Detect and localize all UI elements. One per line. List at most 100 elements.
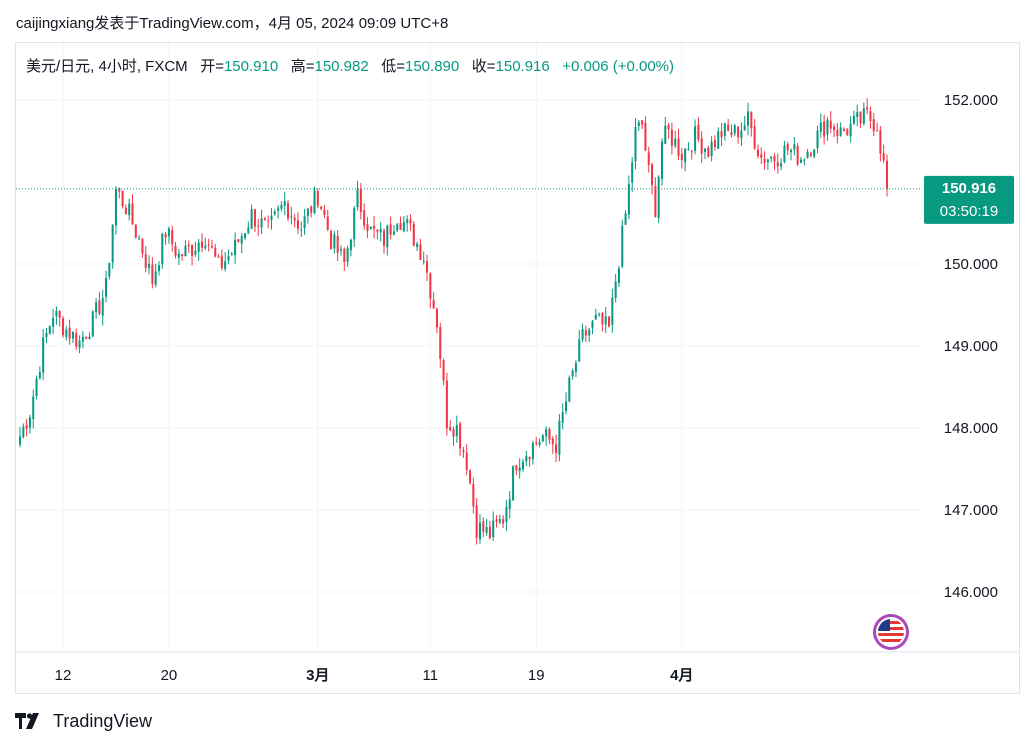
candle-body	[25, 424, 28, 429]
header-timestamp: 4月 05, 2024 09:09 UTC+8	[268, 15, 449, 32]
candle-body	[320, 206, 323, 209]
candle-body	[856, 112, 859, 118]
candle-body	[432, 300, 435, 309]
candle-body	[876, 130, 879, 132]
candle-body	[310, 206, 313, 213]
candle-body	[273, 211, 276, 215]
candle-body	[187, 244, 190, 247]
legend-symbol[interactable]: 美元/日元, 4小时, FXCM	[26, 58, 188, 75]
candle-body	[445, 380, 448, 429]
candle-body	[462, 450, 465, 453]
candle-body	[482, 521, 485, 532]
price-axis: 152.000 150.000 149.000 148.000 147.000 146.0…	[944, 92, 998, 601]
tradingview-logo-icon	[15, 713, 39, 729]
candle-body	[382, 230, 386, 246]
candle-body	[237, 239, 240, 243]
candle-body	[75, 333, 78, 347]
candle-body	[326, 216, 329, 230]
candle-body	[419, 244, 422, 260]
legend-low-value: 150.890	[405, 58, 460, 75]
candle-body	[148, 263, 151, 268]
candle-body	[88, 336, 91, 340]
candle-body	[227, 255, 230, 261]
candle-body	[184, 245, 187, 257]
candle-body	[571, 370, 574, 377]
candle-body	[250, 209, 253, 229]
candle-body	[713, 139, 716, 148]
x-tick-label: 20	[161, 667, 178, 684]
candle-body	[816, 130, 819, 149]
candle-body	[465, 452, 468, 470]
candle-body	[538, 442, 541, 445]
candle-body	[270, 215, 273, 221]
candle-body	[859, 111, 862, 124]
candle-body	[743, 125, 746, 130]
candle-body	[478, 522, 481, 540]
candle-body	[750, 111, 753, 129]
candle-body	[690, 151, 693, 153]
candle-body	[300, 229, 303, 231]
candle-body	[528, 456, 531, 460]
candle-body	[842, 129, 846, 131]
candle-body	[614, 281, 617, 298]
candle-body	[35, 378, 38, 397]
candle-body	[293, 217, 296, 221]
candle-body	[118, 188, 121, 192]
candle-body	[611, 297, 614, 325]
legend-close-label: 收=	[471, 58, 496, 75]
candle-body	[161, 233, 164, 264]
candle-body	[545, 428, 548, 437]
candle-body	[591, 320, 594, 328]
candle-body	[449, 426, 452, 431]
candle-body	[641, 120, 644, 125]
candle-body	[131, 203, 134, 225]
header-user[interactable]: caijingxiang	[16, 15, 95, 32]
candle-body	[697, 124, 700, 140]
candle-body	[296, 220, 299, 229]
candle-body	[687, 149, 690, 151]
candle-body	[174, 245, 177, 256]
candle-body	[111, 224, 114, 263]
candle-body	[654, 186, 657, 217]
candle-body	[455, 425, 458, 437]
candle-body	[551, 438, 554, 445]
candle-body	[197, 242, 200, 252]
tradingview-footer[interactable]: TradingView	[15, 710, 152, 732]
candle-body	[392, 231, 395, 235]
candle-body	[68, 327, 71, 339]
candle-body	[667, 124, 670, 130]
x-tick-label: 4月	[670, 667, 693, 684]
candle-body	[723, 123, 726, 137]
candle-body	[776, 162, 779, 167]
candle-body	[287, 203, 290, 219]
candle-body	[78, 340, 81, 348]
candle-body	[389, 224, 392, 235]
candle-body	[257, 225, 260, 227]
candle-body	[498, 519, 501, 523]
candle-body	[515, 465, 518, 471]
candle-body	[799, 159, 802, 164]
candle-body	[531, 443, 534, 460]
candle-body	[574, 363, 577, 372]
us-flag-icon[interactable]	[873, 614, 909, 650]
candle-body	[280, 205, 283, 209]
candle-body	[247, 227, 250, 234]
chart-frame[interactable]	[15, 42, 1020, 694]
y-tick-label: 146.000	[944, 584, 998, 601]
candle-body	[518, 467, 521, 472]
candle-body	[343, 248, 346, 262]
candle-body	[617, 268, 620, 283]
candle-body	[806, 151, 809, 158]
candle-body	[95, 302, 98, 313]
candle-body	[770, 157, 773, 159]
candle-body	[435, 308, 438, 328]
candle-body	[101, 298, 104, 316]
x-tick-label: 19	[528, 667, 545, 684]
candle-body	[379, 228, 382, 233]
candle-body	[786, 144, 789, 151]
candle-body	[670, 129, 673, 146]
candle-body	[700, 138, 703, 154]
candle-body	[98, 300, 101, 314]
candle-body	[65, 329, 68, 338]
